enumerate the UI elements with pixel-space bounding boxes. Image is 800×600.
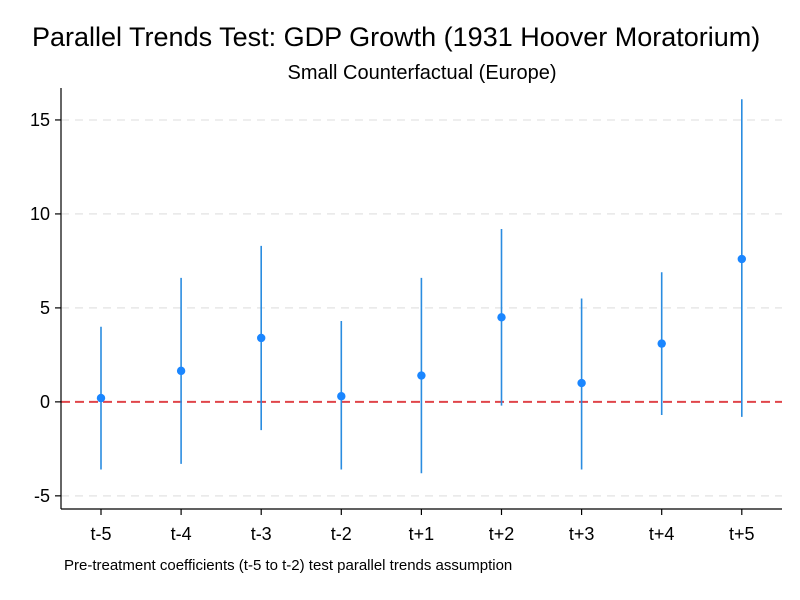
point-estimate-t-2 (337, 392, 346, 401)
chart-note: Pre-treatment coefficients (t-5 to t-2) … (64, 557, 513, 574)
chart-title: Parallel Trends Test: GDP Growth (1931 H… (32, 22, 761, 52)
point-estimate-t+3 (577, 378, 586, 388)
x-tick-label: t+2 (489, 524, 515, 544)
x-tick-label: t+4 (649, 524, 675, 544)
point-estimate-t+2 (497, 313, 506, 322)
y-tick-label: 0 (40, 392, 50, 412)
point-estimate-t-4 (176, 366, 186, 376)
x-tick-label: t+1 (409, 524, 435, 544)
axes: -5 0 5 10 15 t-5 t-4 t-3 t-2 t+1 t+2 t+3 t+4 t+5 (30, 88, 782, 544)
point-estimate-t+4 (657, 339, 666, 348)
y-tick-label: -5 (34, 486, 50, 506)
y-tick-label: 5 (40, 298, 50, 318)
point-estimate-t+1 (417, 371, 426, 380)
point-estimate-t-3 (257, 333, 266, 343)
point-estimates (96, 254, 746, 403)
confidence-intervals (100, 99, 743, 474)
point-estimate-t-5 (96, 393, 106, 403)
point-estimate-t+5 (737, 254, 746, 264)
x-tick-label: t-2 (331, 524, 352, 544)
x-tick-label: t-4 (171, 524, 192, 544)
x-tick-label: t+3 (569, 524, 595, 544)
chart-subtitle: Small Counterfactual (Europe) (287, 62, 557, 84)
x-tick-label: t-5 (90, 524, 111, 544)
y-tick-label: 10 (30, 204, 50, 224)
x-tick-label: t-3 (251, 524, 272, 544)
y-tick-label: 15 (30, 110, 50, 130)
x-tick-label: t+5 (729, 524, 755, 544)
